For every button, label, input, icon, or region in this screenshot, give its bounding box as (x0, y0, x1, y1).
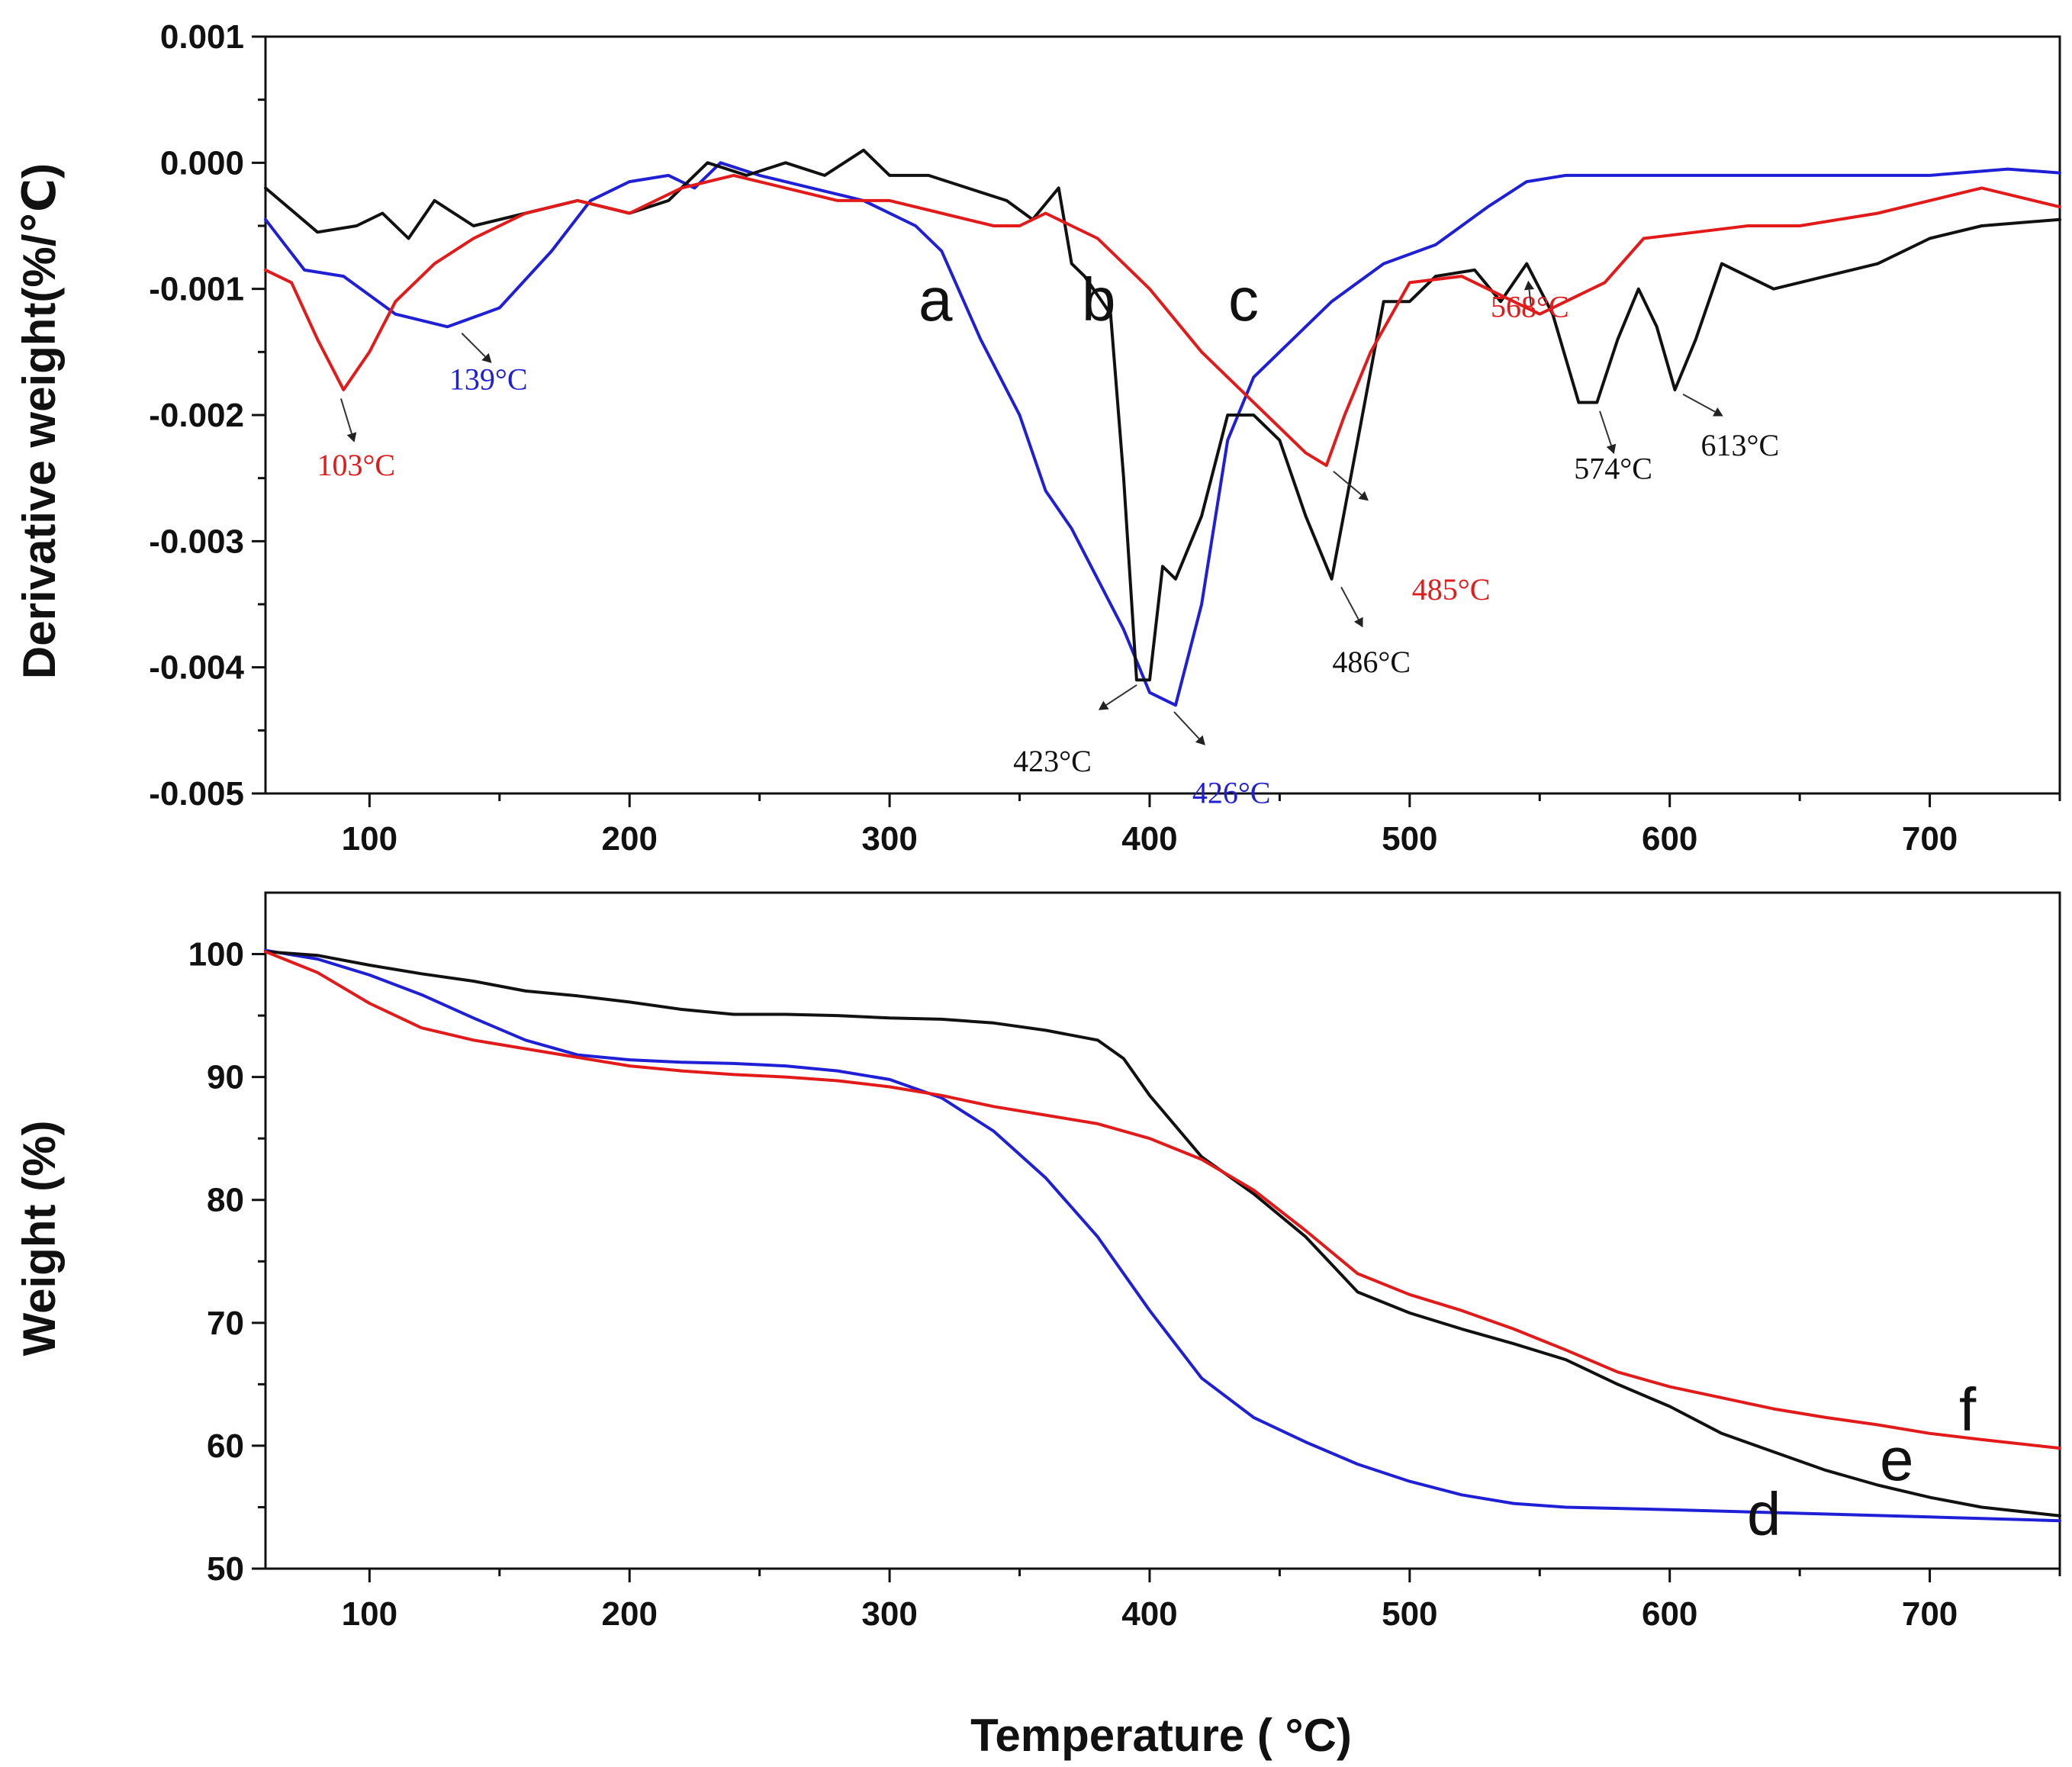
peak-label: 486°C (1332, 645, 1411, 679)
tga-x-axis-title: Temperature ( °C) (970, 1710, 1352, 1761)
curve-label-d: d (1747, 1480, 1781, 1548)
dtg-x-tick-label: 200 (602, 820, 658, 858)
peak-arrow-line (461, 333, 486, 358)
curve-label-b: b (1082, 266, 1116, 333)
tga-panel: Weight (%) Temperature ( °C) 100 200 300… (14, 891, 2061, 1761)
peak-arrow-head (1358, 491, 1369, 501)
peak-arrow-head (481, 352, 492, 363)
dtg-y-tick-label: -0.001 (149, 271, 244, 308)
series-line-c (264, 173, 2061, 468)
dtg-peak-annotations: 103°C 139°C 423°C 426°C 486°C 485°C 568°… (317, 280, 1780, 809)
dtg-y-tick-label: -0.003 (149, 523, 244, 560)
peak-arrow-line (1173, 711, 1200, 739)
tga-y-axis-title: Weight (%) (14, 1121, 65, 1357)
series-line-a (264, 161, 2061, 707)
tga-y-tick-label: 60 (207, 1427, 244, 1465)
dtg-plot-area (252, 35, 2061, 807)
peak-arrow-line (1333, 471, 1363, 496)
tga-y-tick-label: 90 (207, 1059, 244, 1096)
peak-arrow-head (346, 432, 357, 443)
peak-label: 103°C (317, 448, 395, 482)
peak-label: 613°C (1701, 428, 1780, 462)
peak-arrow-line (1105, 684, 1137, 706)
dtg-x-tick-label: 700 (1902, 820, 1958, 858)
dtg-y-tick-label: -0.002 (149, 397, 244, 434)
tga-y-tick-label: 70 (207, 1305, 244, 1342)
tga-x-tick-labels: 100 200 300 400 500 600 700 (342, 1595, 1958, 1633)
peak-arrow-line (1682, 393, 1716, 413)
tga-y-tick-labels: 100 90 80 70 60 50 (188, 936, 244, 1588)
dtg-panel: Derivative weight(%/℃) 100 200 300 400 5… (14, 18, 2061, 858)
peak-label: 139°C (449, 362, 528, 396)
series-line-e (264, 950, 2061, 1518)
dtg-x-tick-labels: 100 200 300 400 500 600 700 (342, 820, 1958, 858)
tga-y-tick-label: 100 (188, 936, 244, 974)
curve-label-f: f (1959, 1376, 1977, 1444)
peak-label: 426°C (1192, 775, 1271, 809)
curve-label-e: e (1880, 1425, 1914, 1493)
dtg-y-tick-labels: 0.001 0.000 -0.001 -0.002 -0.003 -0.004 … (149, 18, 244, 813)
tga-x-tick-label: 100 (342, 1595, 397, 1633)
curve-label-a: a (919, 266, 953, 333)
tga-x-tick-label: 500 (1382, 1595, 1437, 1633)
series-line-b (264, 148, 2061, 682)
dtg-y-tick-label: 0.000 (160, 144, 244, 182)
peak-arrow-head (1713, 407, 1723, 417)
peak-arrow-line (1599, 410, 1612, 446)
dtg-x-tick-label: 500 (1382, 820, 1437, 858)
curve-label-c: c (1228, 266, 1259, 333)
tga-x-tick-label: 700 (1902, 1595, 1958, 1633)
dtg-x-tick-label: 600 (1642, 820, 1697, 858)
tga-curve-labels: d e f (1747, 1376, 1977, 1548)
peak-label: 574°C (1574, 451, 1652, 485)
tga-x-tick-label: 400 (1121, 1595, 1177, 1633)
dtg-x-tick-label: 400 (1121, 820, 1177, 858)
tga-plot-area (252, 891, 2061, 1582)
dtg-y-tick-label: -0.005 (149, 775, 244, 813)
dtg-y-tick-label: -0.004 (149, 649, 244, 687)
peak-arrow-head (1606, 443, 1617, 455)
dtg-curve-labels: a b c (919, 266, 1259, 333)
peak-arrow-head (1523, 280, 1534, 291)
peak-arrow-line (339, 398, 352, 434)
peak-label: 423°C (1013, 744, 1092, 778)
peak-arrow-head (1353, 616, 1363, 628)
dtg-y-axis-title: Derivative weight(%/℃) (14, 163, 65, 679)
tga-x-tick-label: 200 (602, 1595, 658, 1633)
peak-label: 485°C (1412, 572, 1491, 607)
series-line-f (264, 950, 2061, 1450)
dtg-x-tick-label: 300 (861, 820, 917, 858)
tga-x-tick-label: 600 (1642, 1595, 1697, 1633)
tga-x-tick-label: 300 (861, 1595, 917, 1633)
peak-arrow-line (1528, 289, 1532, 305)
peak-arrow-line (1340, 587, 1359, 620)
plot-frame (264, 891, 2061, 1570)
dtg-y-tick-label: 0.001 (160, 18, 244, 56)
dtg-x-tick-label: 100 (342, 820, 397, 858)
tga-y-tick-label: 80 (207, 1182, 244, 1219)
tga-y-tick-label: 50 (207, 1550, 244, 1588)
series-line-d (264, 948, 2061, 1523)
peak-arrow-head (1195, 735, 1205, 745)
peak-arrow-head (1098, 700, 1109, 710)
